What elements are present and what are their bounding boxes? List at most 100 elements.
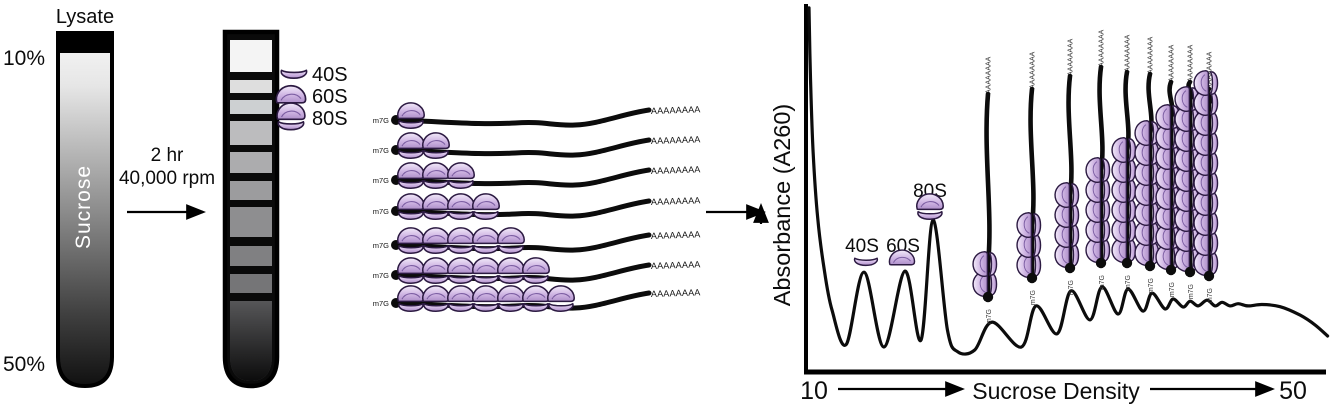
m7g-cap-label: m7G <box>1188 284 1195 299</box>
ribosome-80s-icon <box>548 286 574 311</box>
mrna-strand <box>393 107 652 128</box>
ribosome-80s-icon <box>423 133 449 158</box>
ribosome-80s-icon <box>523 286 549 311</box>
polya-tail-label: AAAAAAAA <box>986 56 993 94</box>
fraction-band <box>230 274 272 293</box>
ribosome-80s-icon <box>1135 121 1158 146</box>
ribosome-80s-icon <box>1194 71 1217 96</box>
ribosome-80s-icon <box>448 163 474 188</box>
m7g-cap-dot <box>1203 270 1215 282</box>
m7g-cap-dot <box>1095 257 1107 269</box>
ribosome-80s-icon <box>1112 138 1135 163</box>
polysome-mrna: AAAAAAAA m7G <box>1135 36 1158 293</box>
m7g-cap-label: m7G <box>1099 275 1106 290</box>
60s-subunit-icon <box>275 84 307 104</box>
m7g-cap-dot <box>1121 257 1133 269</box>
legend-label-80s: 80S <box>312 108 348 130</box>
80s-ribosome-icon <box>277 103 305 130</box>
polya-tail-label: AAAAAAAA <box>1030 51 1037 89</box>
fraction-band <box>230 181 272 200</box>
m7g-cap-dot <box>1165 264 1177 276</box>
x-axis-end-tick: 50 <box>1279 377 1307 405</box>
fraction-band <box>230 80 272 93</box>
mrna-row: m7G AAAAAAAA <box>373 194 701 219</box>
ribosome-80s-icon <box>423 258 449 283</box>
ribosome-80s-icon <box>398 286 424 311</box>
ribosome-80s-icon <box>398 258 424 283</box>
m7g-cap-dot <box>982 291 994 303</box>
polysome-mrna: AAAAAAAA m7G <box>1175 44 1198 299</box>
m7g-cap-label: m7G <box>373 146 389 155</box>
legend-label-60s: 60S <box>312 86 348 108</box>
ribosome-80s-icon <box>423 228 449 253</box>
ribosome-80s-icon <box>473 194 499 219</box>
ribosome-80s-icon <box>448 258 474 283</box>
m7g-cap-label: m7G <box>373 241 389 250</box>
polysome-mrna: AAAAAAAA m7G <box>1194 51 1217 303</box>
ribosome-80s-icon <box>498 258 524 283</box>
fraction-band <box>230 100 272 114</box>
mrna-row: m7G AAAAAAAA <box>373 103 701 128</box>
polya-tail-label: AAAAAAAA <box>651 134 701 146</box>
ribosome-80s-icon <box>473 228 499 253</box>
ribosome-80s-icon <box>473 286 499 311</box>
polya-tail-label: AAAAAAAA <box>1148 36 1155 74</box>
m7g-cap-label: m7G <box>1207 288 1214 303</box>
gradient-top-percent: 10% <box>3 47 45 70</box>
lysate-layer <box>60 34 110 53</box>
ribosome-80s-icon <box>448 228 474 253</box>
40s-subunit-icon <box>853 257 879 267</box>
ribosome-80s-icon <box>473 258 499 283</box>
ribosome-80s-icon <box>523 258 549 283</box>
m7g-cap-label: m7G <box>373 271 389 280</box>
m7g-cap-dot <box>1026 272 1038 284</box>
fraction-tube-group <box>222 29 280 389</box>
ribosome-80s-icon <box>398 133 424 158</box>
m7g-cap-label: m7G <box>373 116 389 125</box>
mrna-strand <box>984 91 992 300</box>
lysate-label: Lysate <box>56 6 114 28</box>
centrifugation-duration: 2 hr <box>151 145 184 166</box>
polysome-mrna: AAAAAAAA m7G <box>1112 34 1135 290</box>
tube-bottom-shade <box>230 298 272 381</box>
polya-tail-label: AAAAAAAA <box>1207 51 1214 89</box>
ribosome-80s-icon <box>498 228 524 253</box>
ribosome-80s-icon <box>1017 213 1040 238</box>
m7g-cap-dot <box>1184 266 1196 278</box>
polya-tail-label: AAAAAAAA <box>651 195 701 207</box>
polya-tail-label: AAAAAAAA <box>1169 44 1176 82</box>
mrna-strand <box>1097 64 1105 266</box>
polysome-mrna: AAAAAAAA m7G <box>973 56 996 324</box>
legend-label-40s: 40S <box>312 64 348 86</box>
legend-group: 40S 60S 80S <box>275 64 348 130</box>
polya-tail-label: AAAAAAAA <box>1099 29 1106 67</box>
fraction-band <box>230 40 272 72</box>
ribosome-80s-icon <box>1086 158 1109 183</box>
ribosome-80s-icon <box>398 163 424 188</box>
chart-group: AAAAAAAA m7G AAAAAAAA m7G AAAAAAAA m7G AAAAAAA… <box>753 4 1330 405</box>
ribosome-80s-icon <box>448 194 474 219</box>
ribosome-80s-icon <box>1055 183 1078 208</box>
m7g-cap-label: m7G <box>1148 278 1155 293</box>
mrna-row: m7G AAAAAAAA <box>373 258 701 283</box>
ribosome-80s-icon <box>448 286 474 311</box>
fraction-band <box>230 152 272 173</box>
y-axis-label-group: Absorbance (A260) <box>753 104 795 306</box>
polya-tail-label: AAAAAAAA <box>651 104 701 116</box>
m7g-cap-dot <box>1144 260 1156 272</box>
m7g-cap-label: m7G <box>1030 290 1037 305</box>
ribosome-80s-icon <box>423 163 449 188</box>
ribosome-80s-icon <box>973 252 996 277</box>
gradient-bottom-percent: 50% <box>3 353 45 376</box>
mrna-row: m7G AAAAAAAA <box>373 228 701 253</box>
mrna-strand <box>393 137 652 158</box>
polysome-mrna: AAAAAAAA m7G <box>1086 29 1109 290</box>
m7g-cap-label: m7G <box>373 299 389 308</box>
x-axis-label-group: 10 Sucrose Density 50 <box>800 377 1307 405</box>
40s-subunit-icon <box>280 69 308 79</box>
sucrose-label: Sucrose <box>72 165 95 249</box>
m7g-cap-label: m7G <box>1125 275 1132 290</box>
mrna-strand <box>1066 73 1074 271</box>
m7g-cap-label: m7G <box>986 309 993 324</box>
